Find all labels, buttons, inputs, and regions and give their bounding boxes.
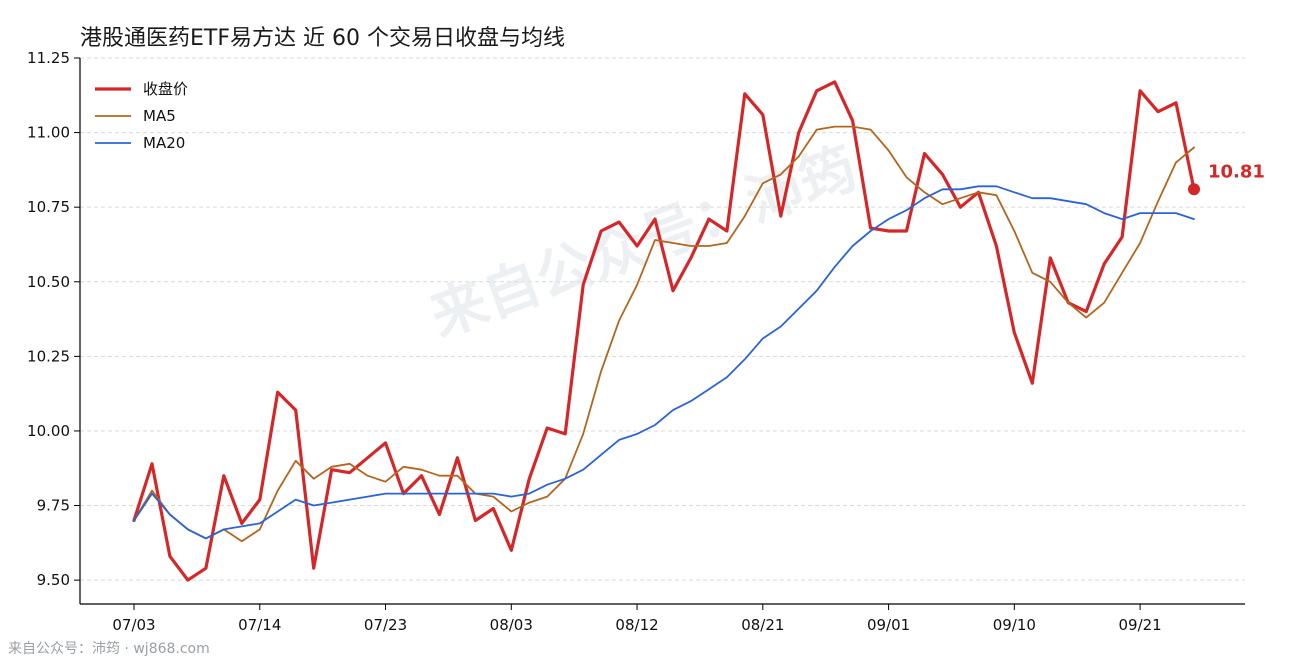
y-tick-label: 11.25 [27,49,70,67]
y-tick-label: 10.50 [27,273,70,291]
y-tick-label: 10.75 [27,198,70,216]
x-tick-label: 07/23 [364,616,407,634]
last-point-marker [1188,183,1200,196]
chart-title: 港股通医药ETF易方达 近 60 个交易日收盘与均线 [80,26,565,51]
legend-entry: MA5 [143,107,176,125]
y-tick-label: 10.25 [27,347,70,365]
watermark: 来自公众号：沛筠 [422,135,865,349]
x-tick-label: 07/03 [112,616,155,634]
y-tick-label: 9.75 [37,497,70,515]
x-tick-label: 09/10 [993,616,1036,634]
legend-entry: 收盘价 [143,80,188,98]
grid-lines [80,57,1245,581]
series-line-ma5 [133,125,1195,543]
y-tick-label: 10.00 [27,422,70,440]
series-line-ma20 [133,185,1195,540]
x-tick-label: 09/01 [867,616,910,634]
x-tick-label: 08/12 [615,616,658,634]
x-tick-label: 08/21 [741,616,784,634]
x-tick-label: 07/14 [238,616,281,634]
footer-credit: 来自公众号：沛筠 · wj868.com [8,641,210,657]
legend: 收盘价 MA5 MA20 [95,80,188,152]
y-tick-label: 9.50 [37,571,70,589]
x-tick-label: 08/03 [490,616,533,634]
series-lines: 10.81 [132,80,1265,582]
x-tick-label: 09/21 [1118,616,1161,634]
legend-entry: MA20 [143,134,185,152]
series-line-close [132,80,1196,582]
y-tick-label: 11.00 [27,124,70,142]
axes: 9.50 9.75 10.00 10.25 10.50 10.75 11.00 11.25 07… [27,49,1245,634]
last-value-label: 10.81 [1208,161,1265,182]
